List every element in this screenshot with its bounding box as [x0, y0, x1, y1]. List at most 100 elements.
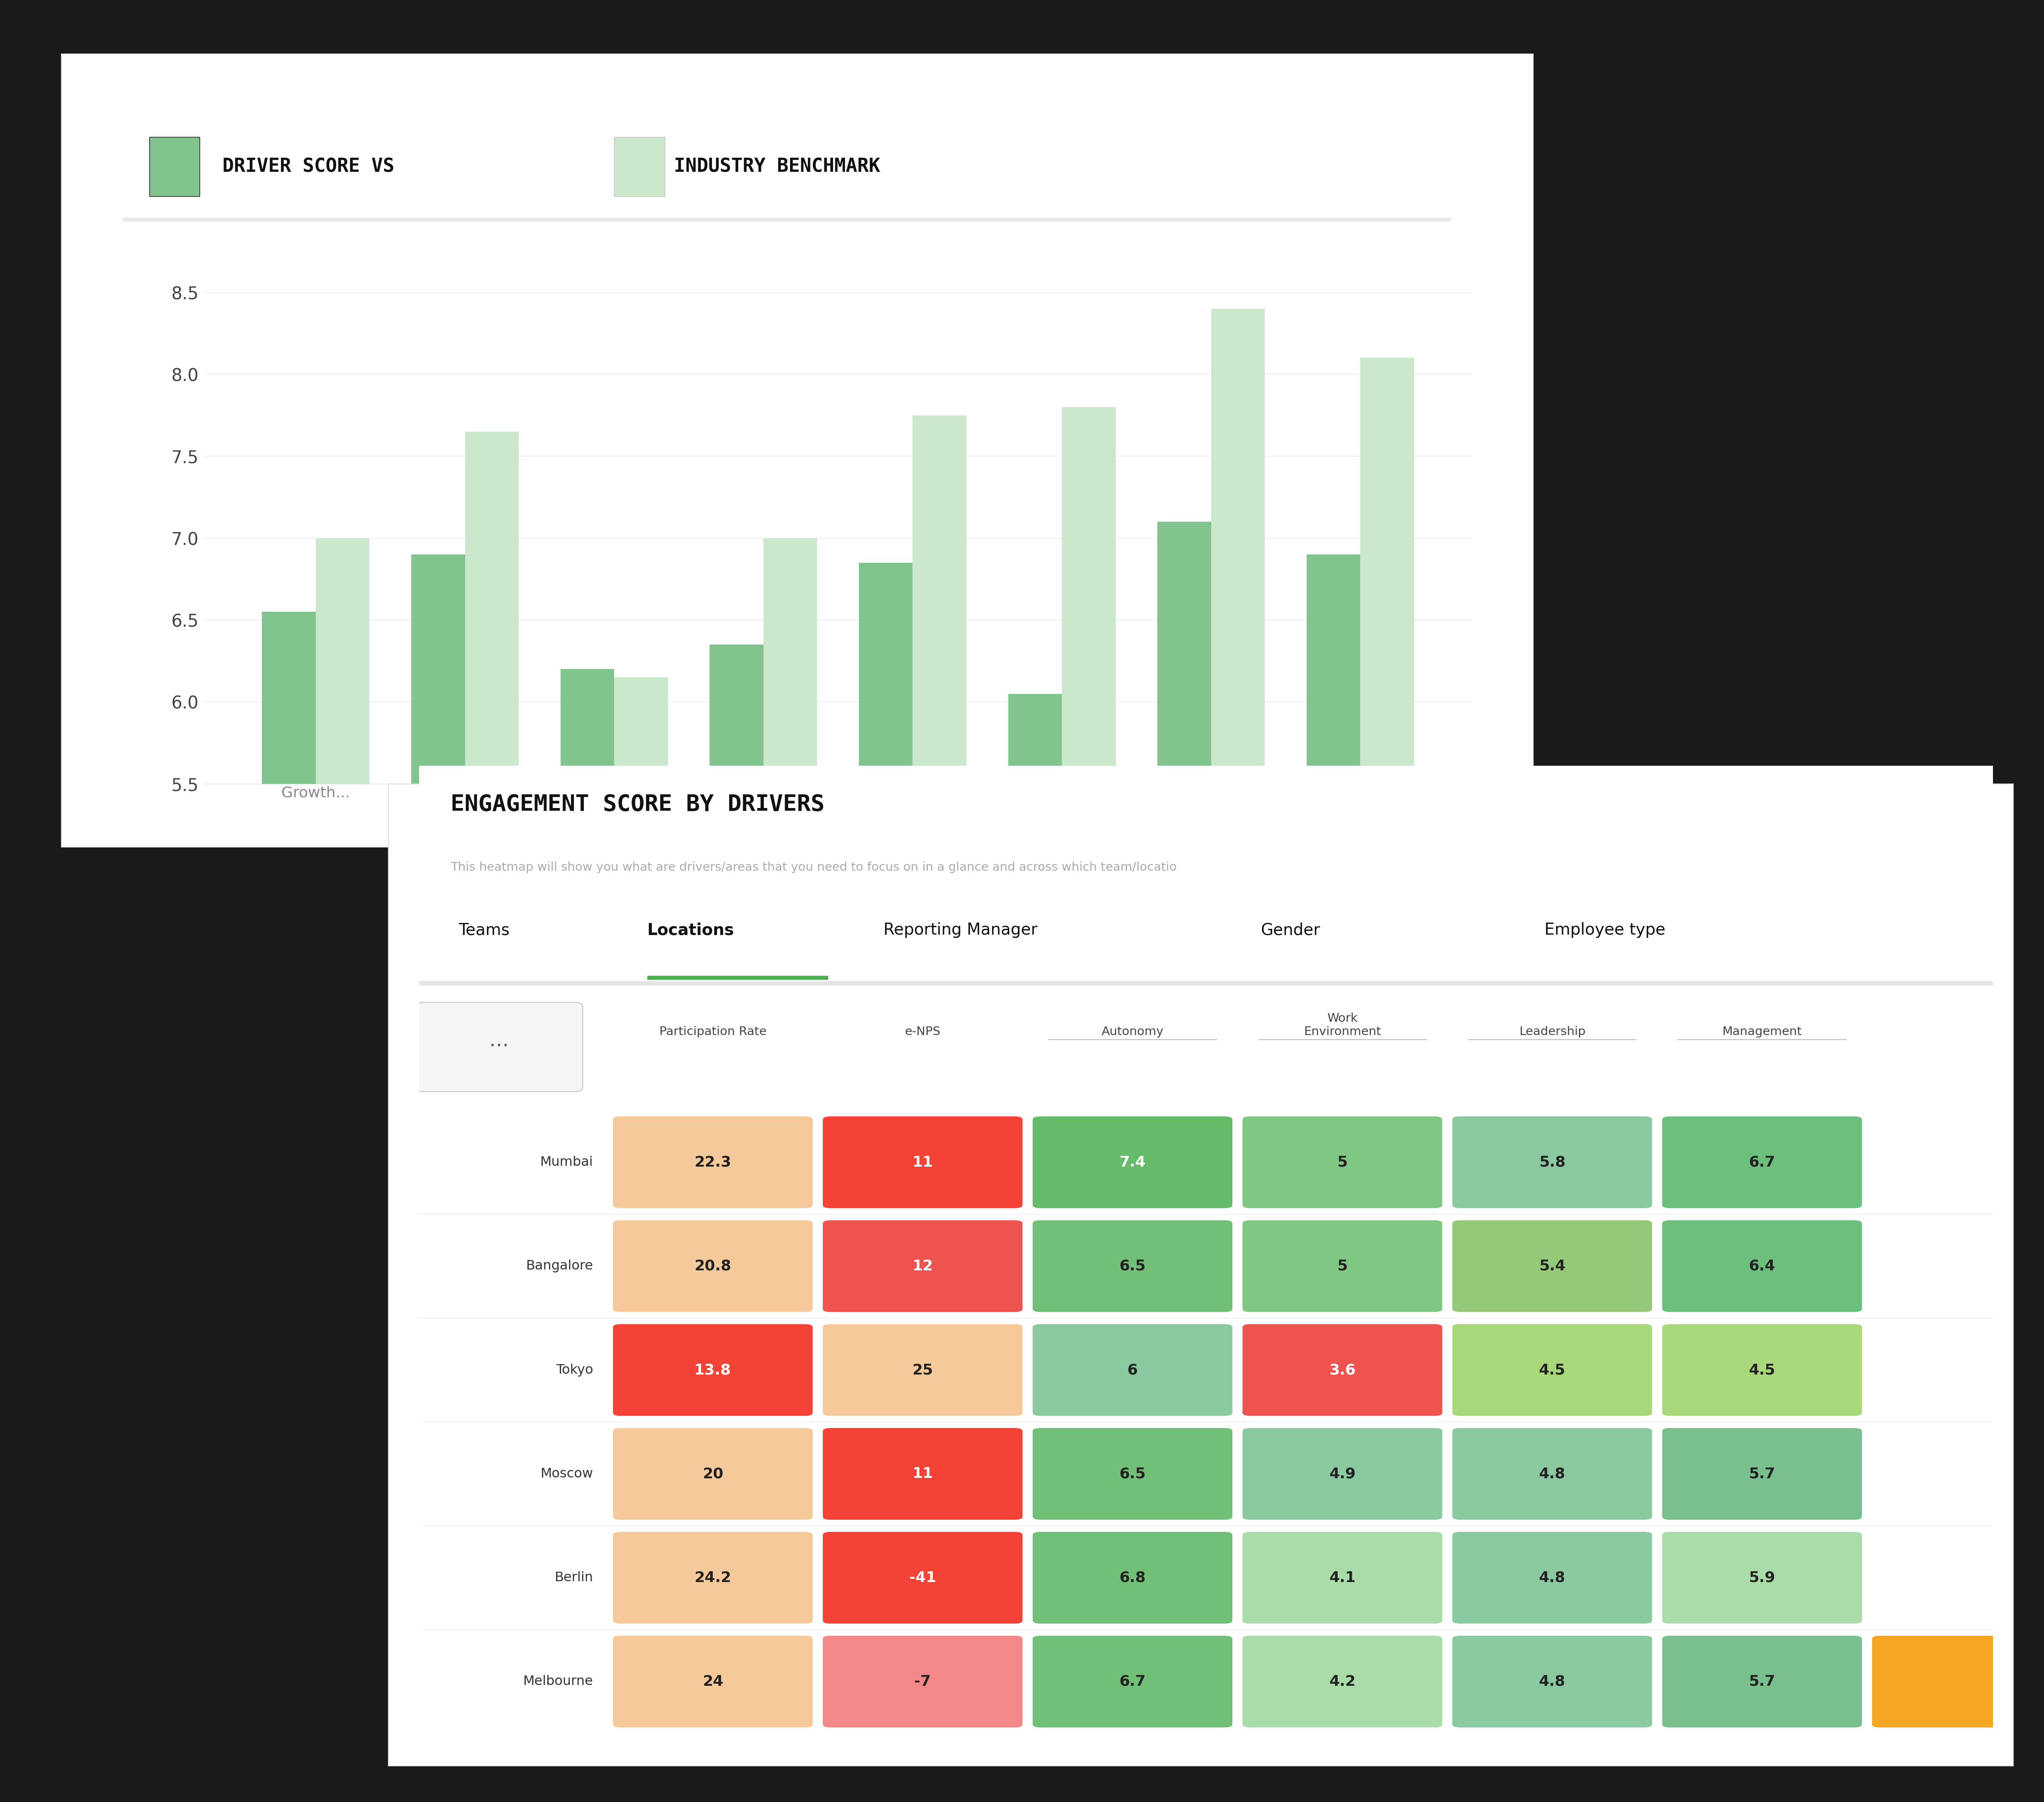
FancyBboxPatch shape: [1241, 1634, 1443, 1728]
Text: 4.8: 4.8: [1539, 1674, 1566, 1688]
FancyBboxPatch shape: [611, 1115, 814, 1209]
Text: Management: Management: [1723, 1025, 1803, 1038]
Text: DRIVER SCORE VS: DRIVER SCORE VS: [223, 157, 394, 177]
Text: 6.5: 6.5: [1120, 1260, 1147, 1274]
FancyBboxPatch shape: [1241, 1115, 1443, 1209]
Text: 6.8: 6.8: [1120, 1571, 1147, 1584]
FancyBboxPatch shape: [1451, 1427, 1654, 1521]
Text: 4.8: 4.8: [1539, 1571, 1566, 1584]
FancyBboxPatch shape: [1032, 1427, 1233, 1521]
Text: 5.4: 5.4: [1539, 1260, 1566, 1274]
Text: Reporting Manager: Reporting Manager: [883, 923, 1038, 939]
FancyBboxPatch shape: [822, 1634, 1024, 1728]
Text: Moscow: Moscow: [540, 1467, 593, 1479]
Bar: [464, 432, 519, 1685]
FancyBboxPatch shape: [1662, 1427, 1862, 1521]
FancyBboxPatch shape: [1241, 1220, 1443, 1314]
FancyBboxPatch shape: [611, 1634, 814, 1728]
Text: Berlin: Berlin: [554, 1571, 593, 1584]
Text: 4.2: 4.2: [1329, 1674, 1355, 1688]
FancyBboxPatch shape: [1451, 1323, 1654, 1416]
Text: 20.8: 20.8: [695, 1260, 732, 1274]
FancyBboxPatch shape: [1662, 1323, 1862, 1416]
FancyBboxPatch shape: [1451, 1634, 1654, 1728]
Text: 25: 25: [912, 1362, 934, 1377]
Text: 6.4: 6.4: [1750, 1260, 1776, 1274]
FancyBboxPatch shape: [822, 1323, 1024, 1416]
Text: Employee type: Employee type: [1545, 923, 1666, 939]
FancyBboxPatch shape: [1032, 1323, 1233, 1416]
FancyBboxPatch shape: [1241, 1532, 1443, 1624]
FancyBboxPatch shape: [822, 1532, 1024, 1624]
Text: ⋯: ⋯: [489, 1036, 509, 1056]
Bar: [262, 613, 315, 1685]
Text: Leadership: Leadership: [1519, 1025, 1586, 1038]
Text: 22.3: 22.3: [695, 1155, 732, 1169]
Bar: [762, 539, 818, 1685]
FancyBboxPatch shape: [611, 1323, 814, 1416]
Text: Autonomy: Autonomy: [1102, 1025, 1163, 1038]
FancyBboxPatch shape: [611, 1220, 814, 1314]
Text: 7.4: 7.4: [1120, 1155, 1147, 1169]
Text: This heatmap will show you what are drivers/areas that you need to focus on in a: This heatmap will show you what are driv…: [450, 861, 1177, 874]
Bar: [411, 555, 464, 1685]
Text: 5: 5: [1337, 1155, 1347, 1169]
Text: 6.7: 6.7: [1120, 1674, 1147, 1688]
Text: -7: -7: [914, 1674, 930, 1688]
FancyBboxPatch shape: [1032, 1220, 1233, 1314]
Text: INDUSTRY BENCHMARK: INDUSTRY BENCHMARK: [675, 157, 881, 177]
FancyBboxPatch shape: [1662, 1220, 1862, 1314]
Bar: [1157, 523, 1212, 1685]
FancyBboxPatch shape: [822, 1115, 1024, 1209]
Text: 5.9: 5.9: [1750, 1571, 1776, 1584]
Text: 12: 12: [912, 1260, 934, 1274]
Text: Mumbai: Mumbai: [540, 1155, 593, 1169]
Bar: [1306, 555, 1361, 1685]
Bar: [1008, 694, 1063, 1685]
FancyBboxPatch shape: [611, 1427, 814, 1521]
FancyBboxPatch shape: [1032, 1532, 1233, 1624]
Text: -41: -41: [910, 1571, 936, 1584]
FancyBboxPatch shape: [611, 1532, 814, 1624]
Text: Bangalore: Bangalore: [525, 1260, 593, 1272]
Text: 13.8: 13.8: [695, 1362, 732, 1377]
FancyBboxPatch shape: [415, 1002, 583, 1092]
Text: 6.7: 6.7: [1750, 1155, 1776, 1169]
Text: Teams: Teams: [458, 923, 509, 939]
Text: Melbourne: Melbourne: [523, 1676, 593, 1688]
FancyBboxPatch shape: [1241, 1323, 1443, 1416]
FancyBboxPatch shape: [1241, 1427, 1443, 1521]
Bar: [914, 414, 967, 1685]
FancyBboxPatch shape: [822, 1427, 1024, 1521]
Text: ENGAGEMENT SCORE BY DRIVERS: ENGAGEMENT SCORE BY DRIVERS: [450, 793, 824, 816]
Text: 4.5: 4.5: [1750, 1362, 1776, 1377]
Bar: [613, 678, 668, 1685]
FancyBboxPatch shape: [1451, 1220, 1654, 1314]
Bar: [1063, 407, 1116, 1685]
Bar: [1212, 308, 1265, 1685]
Text: 3.6: 3.6: [1329, 1362, 1355, 1377]
FancyBboxPatch shape: [822, 1220, 1024, 1314]
FancyBboxPatch shape: [1662, 1532, 1862, 1624]
FancyBboxPatch shape: [1870, 1634, 2003, 1728]
Text: 5.8: 5.8: [1539, 1155, 1566, 1169]
Text: 5: 5: [1337, 1260, 1347, 1274]
Text: Participation Rate: Participation Rate: [658, 1025, 766, 1038]
Text: Work
Environment: Work Environment: [1304, 1013, 1382, 1038]
Text: 4.9: 4.9: [1329, 1467, 1355, 1481]
Text: 11: 11: [912, 1467, 934, 1481]
Text: 11: 11: [912, 1155, 934, 1169]
Text: 5.7: 5.7: [1750, 1467, 1776, 1481]
Text: Gender: Gender: [1261, 923, 1320, 939]
Text: 5.7: 5.7: [1750, 1674, 1776, 1688]
Bar: [560, 669, 613, 1685]
Text: Locations: Locations: [648, 923, 734, 939]
Text: 6: 6: [1128, 1362, 1139, 1377]
FancyBboxPatch shape: [1662, 1634, 1862, 1728]
Text: 4.5: 4.5: [1539, 1362, 1566, 1377]
FancyBboxPatch shape: [149, 137, 200, 196]
FancyBboxPatch shape: [1451, 1115, 1654, 1209]
FancyBboxPatch shape: [1032, 1115, 1233, 1209]
Text: 4.8: 4.8: [1539, 1467, 1566, 1481]
Text: 6.5: 6.5: [1120, 1467, 1147, 1481]
